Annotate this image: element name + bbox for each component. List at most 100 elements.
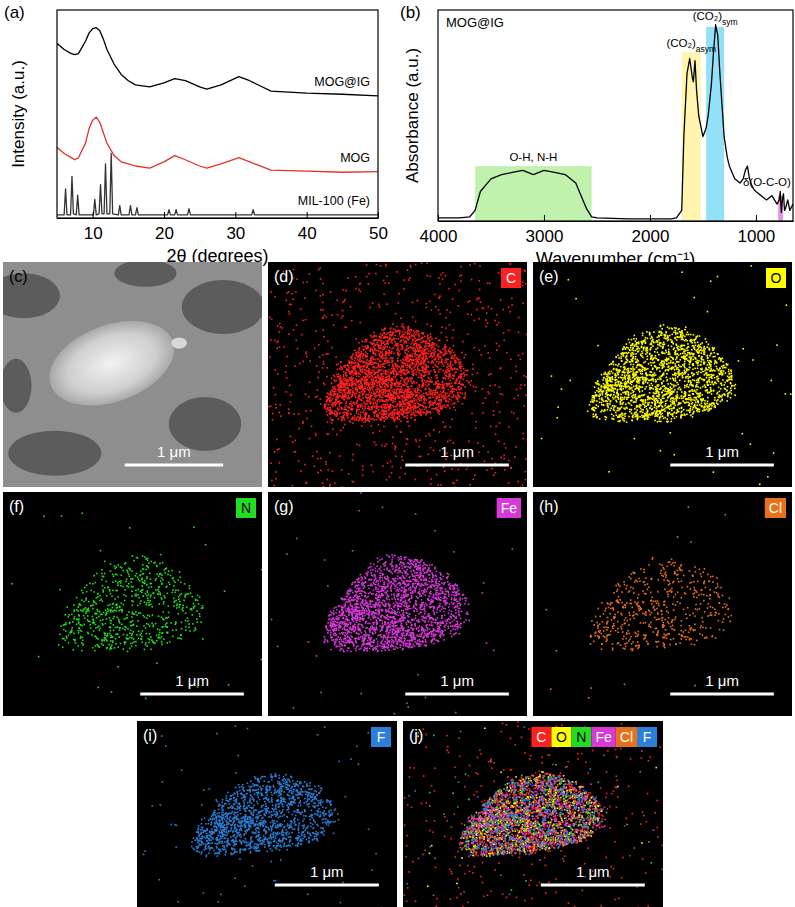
eds-dot	[446, 393, 448, 395]
eds-dot	[432, 392, 434, 394]
eds-dot	[388, 369, 390, 371]
tick-label: 1000	[737, 227, 775, 246]
eds-dot	[418, 333, 420, 335]
eds-dot	[443, 389, 445, 391]
eds-dot	[435, 383, 437, 385]
eds-dot	[369, 350, 371, 352]
eds-dot	[384, 385, 386, 387]
eds-dot	[443, 391, 445, 393]
eds-dot	[382, 394, 384, 396]
eds-dot	[406, 384, 408, 386]
eds-dot	[415, 334, 417, 336]
eds-dot	[406, 346, 408, 348]
eds-dot	[446, 369, 448, 371]
eds-dot	[378, 350, 380, 352]
eds-dot	[380, 399, 382, 401]
eds-dot	[408, 365, 410, 367]
eds-dot	[447, 359, 449, 361]
eds-dot	[398, 345, 400, 347]
band-label: O-H, N-H	[509, 151, 557, 163]
eds-dot	[359, 392, 361, 394]
eds-dot	[357, 406, 359, 408]
eds-dot	[422, 341, 424, 343]
eds-dot	[406, 392, 408, 394]
eds-dot	[406, 337, 408, 339]
eds-dot	[349, 377, 351, 379]
eds-dot	[404, 408, 406, 410]
eds-dot	[380, 386, 382, 388]
eds-dot	[397, 368, 399, 370]
eds-dot	[382, 389, 384, 391]
eds-dot	[379, 401, 381, 403]
tick-label: 20	[155, 224, 174, 243]
eds-dot	[442, 406, 444, 408]
eds-dot	[389, 361, 391, 363]
eds-dot	[347, 393, 349, 395]
eds-dot	[377, 363, 379, 365]
eds-dot	[358, 409, 360, 411]
eds-dot	[381, 373, 383, 375]
eds-dot	[415, 369, 417, 371]
eds-dot	[451, 383, 453, 385]
eds-dot	[430, 371, 432, 373]
eds-dot	[327, 408, 329, 410]
eds-dot	[449, 398, 451, 400]
eds-dot	[329, 414, 331, 416]
eds-dot	[404, 406, 406, 408]
eds-dot	[452, 364, 454, 366]
eds-dot	[368, 407, 370, 409]
eds-dot	[368, 418, 370, 420]
eds-dot	[466, 380, 468, 382]
eds-dot	[359, 355, 361, 357]
band-label-subscript: asym	[696, 44, 716, 54]
eds-dot	[459, 381, 461, 383]
eds-dot	[379, 366, 381, 368]
eds-dot	[354, 380, 356, 382]
eds-dot	[349, 420, 351, 422]
eds-dot	[351, 386, 353, 388]
eds-dot	[423, 406, 425, 408]
eds-dot	[438, 406, 440, 408]
eds-dot	[373, 419, 375, 421]
eds-dot	[453, 378, 455, 380]
eds-dot	[353, 374, 355, 376]
eds-dot	[372, 418, 374, 420]
eds-dot	[449, 370, 451, 372]
eds-dot	[444, 378, 446, 380]
eds-dot	[342, 379, 344, 381]
eds-dot	[418, 384, 420, 386]
eds-dot	[449, 393, 451, 395]
eds-dot	[340, 389, 342, 391]
eds-dot	[415, 412, 417, 414]
eds-dot	[404, 332, 406, 334]
eds-dot	[416, 395, 418, 397]
eds-dot	[416, 343, 418, 345]
eds-dot	[424, 402, 426, 404]
eds-dot	[410, 380, 412, 382]
eds-dot	[413, 344, 415, 346]
eds-dot	[379, 356, 381, 358]
eds-dot	[436, 361, 438, 363]
eds-dot	[412, 341, 414, 343]
eds-dot	[351, 382, 353, 384]
eds-dot	[403, 392, 405, 394]
eds-dot	[396, 393, 398, 395]
eds-dot	[438, 397, 440, 399]
eds-dot	[417, 355, 419, 357]
x-tick: 4000	[420, 215, 458, 246]
eds-dot	[414, 353, 416, 355]
eds-dot	[406, 348, 408, 350]
eds-dot	[395, 376, 397, 378]
eds-dot	[381, 392, 383, 394]
eds-dot	[382, 356, 384, 358]
eds-dot	[438, 359, 440, 361]
eds-dot	[446, 396, 448, 398]
eds-dot	[360, 374, 362, 376]
eds-dot	[362, 357, 364, 359]
eds-dot	[397, 347, 399, 349]
eds-dot	[448, 368, 450, 370]
eds-dot	[352, 387, 354, 389]
eds-dot	[401, 344, 403, 346]
eds-dot	[393, 398, 395, 400]
eds-dot	[348, 380, 350, 382]
